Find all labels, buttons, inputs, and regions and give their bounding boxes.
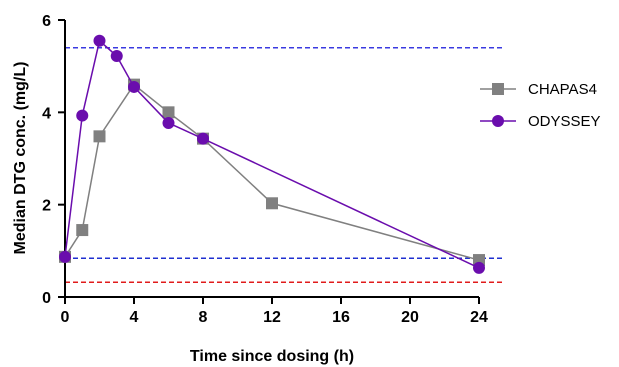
series-chapas4 (59, 78, 485, 267)
data-point (76, 109, 89, 122)
legend-label: ODYSSEY (528, 113, 601, 130)
reference-lines (65, 46, 503, 283)
series-line (64, 39, 480, 269)
legend: CHAPAS4 ODYSSEY (480, 81, 601, 130)
series-line (64, 83, 480, 261)
x-tick-label: 0 (61, 309, 70, 326)
data-point (59, 250, 71, 263)
data-point (93, 130, 106, 143)
y-axis-title: Median DTG conc. (mg/L) (12, 62, 29, 255)
data-point (93, 34, 106, 47)
data-point (266, 197, 278, 210)
data-point (197, 132, 209, 145)
y-tick-label: 0 (42, 290, 51, 307)
data-point (473, 254, 485, 267)
x-tick-label: 8 (199, 309, 208, 326)
y-axis: 0 2 4 6 (42, 13, 66, 307)
data-point (76, 224, 89, 237)
series-odyssey (59, 34, 485, 274)
x-tick-label: 16 (332, 309, 350, 326)
data-point (110, 50, 123, 63)
data-point (473, 261, 485, 274)
x-tick-label: 20 (401, 309, 419, 326)
x-tick-label: 24 (470, 309, 488, 326)
data-point (162, 116, 175, 129)
y-tick-label: 4 (42, 105, 51, 122)
x-axis: 0 4 8 12 16 20 24 (61, 296, 488, 326)
x-tick-label: 4 (130, 309, 139, 326)
legend-marker (492, 115, 504, 127)
x-axis-title: Time since dosing (h) (190, 348, 354, 365)
legend-item-odyssey: ODYSSEY (480, 113, 601, 130)
y-tick-label: 2 (42, 198, 51, 215)
x-tick-label: 12 (263, 309, 281, 326)
y-tick-label: 6 (42, 13, 51, 30)
series-layer (59, 34, 485, 274)
legend-label: CHAPAS4 (528, 81, 597, 98)
legend-marker (492, 83, 504, 95)
data-point (162, 106, 175, 119)
legend-item-chapas4: CHAPAS4 (480, 81, 597, 98)
data-point (128, 80, 140, 93)
